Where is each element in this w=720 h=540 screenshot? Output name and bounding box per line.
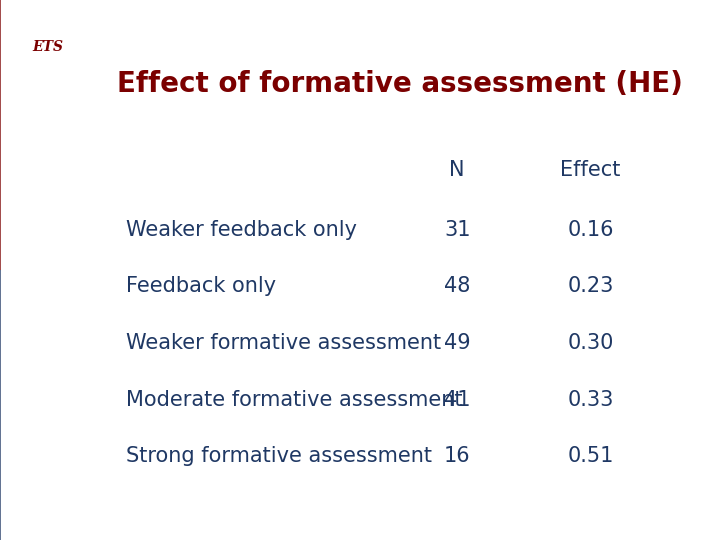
Text: 48: 48	[444, 276, 470, 296]
Ellipse shape	[3, 20, 101, 77]
Text: Moderate formative assessment: Moderate formative assessment	[126, 389, 462, 410]
Text: N: N	[449, 160, 465, 180]
Text: 0.33: 0.33	[567, 389, 613, 410]
Text: 0.30: 0.30	[567, 333, 613, 353]
Text: 0.23: 0.23	[567, 276, 613, 296]
Text: Strong formative assessment: Strong formative assessment	[126, 446, 432, 467]
Text: 31: 31	[444, 219, 470, 240]
Text: 0.51: 0.51	[567, 446, 613, 467]
Text: 49: 49	[444, 333, 470, 353]
Text: Feedback only: Feedback only	[126, 276, 276, 296]
Text: Weaker feedback only: Weaker feedback only	[126, 219, 357, 240]
Text: 16: 16	[444, 446, 470, 467]
Text: 0.16: 0.16	[567, 219, 613, 240]
Text: Weaker formative assessment: Weaker formative assessment	[126, 333, 441, 353]
Text: Effect of formative assessment (HE): Effect of formative assessment (HE)	[117, 70, 683, 98]
Text: ETS: ETS	[32, 40, 64, 54]
Text: Effect: Effect	[560, 160, 621, 180]
Text: ®: ®	[86, 26, 94, 35]
Text: 41: 41	[444, 389, 470, 410]
